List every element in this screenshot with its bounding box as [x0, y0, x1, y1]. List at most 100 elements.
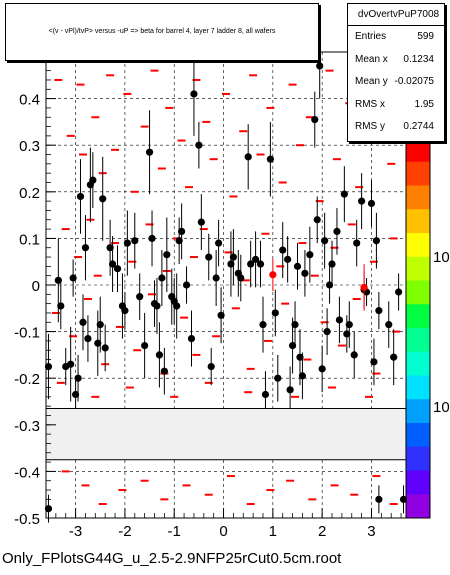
color-scale-cell: [406, 351, 430, 376]
data-marker: [160, 367, 168, 375]
data-marker: [89, 176, 97, 184]
y-tick-label: 0.3: [19, 138, 40, 155]
stats-row-entries: Entries 599: [348, 26, 444, 49]
color-scale-cell: [406, 423, 430, 448]
data-marker: [311, 115, 319, 124]
data-marker: [244, 153, 252, 161]
stats-key: RMS x: [355, 98, 385, 110]
data-marker: [291, 321, 299, 329]
data-marker: [340, 190, 348, 198]
color-scale-cell: [406, 399, 430, 424]
x-tick-label: 3: [367, 523, 375, 540]
color-scale-cell: [406, 304, 430, 329]
excluded-band: [45, 407, 407, 461]
data-marker: [256, 260, 265, 268]
data-marker: [195, 141, 203, 149]
y-tick-label: -0.2: [14, 371, 40, 388]
data-marker: [178, 227, 186, 236]
data-marker: [217, 311, 225, 319]
color-scale-cell: [406, 161, 430, 186]
data-marker: [121, 307, 129, 315]
data-marker: [390, 353, 398, 361]
data-marker: [229, 253, 237, 261]
stats-row-rms-x: RMS x 1.95: [348, 94, 444, 117]
data-marker: [375, 495, 383, 503]
data-marker: [375, 307, 383, 315]
data-marker: [353, 239, 361, 247]
data-marker: [106, 244, 114, 252]
data-marker: [350, 351, 358, 359]
y-tick-label: -0.5: [14, 511, 40, 528]
color-scale-label: 10: [433, 249, 450, 266]
data-marker: [301, 269, 309, 277]
stats-key: Entries: [355, 31, 387, 42]
stats-row-mean-x: Mean x 0.1234: [348, 49, 444, 72]
data-marker: [333, 227, 341, 236]
x-tick-label: 1: [269, 523, 277, 540]
stats-value: 1.95: [414, 98, 434, 110]
data-marker: [84, 334, 92, 343]
data-marker: [227, 260, 235, 268]
y-tick-label: 0: [32, 278, 40, 295]
data-marker: [141, 341, 149, 350]
stats-row-rms-y: RMS y 0.2744: [348, 116, 444, 139]
data-marker: [131, 237, 139, 245]
y-tick-label: 0.1: [19, 231, 40, 248]
data-marker: [343, 330, 351, 338]
data-marker: [251, 255, 260, 263]
data-marker: [298, 372, 307, 380]
data-marker: [345, 321, 353, 329]
data-marker: [67, 360, 75, 368]
data-marker: [136, 293, 144, 301]
data-marker: [318, 365, 326, 373]
color-scale-cell: [406, 209, 430, 234]
color-scale-cell: [406, 256, 430, 281]
color-scale-cell: [406, 280, 430, 305]
data-marker: [261, 390, 270, 399]
data-marker: [271, 309, 279, 317]
data-marker: [123, 239, 131, 247]
data-marker: [101, 344, 109, 352]
data-marker: [57, 302, 65, 310]
data-marker: [323, 328, 331, 336]
stats-value: 0.1234: [403, 53, 434, 65]
data-marker: [237, 274, 245, 282]
data-marker: [296, 353, 304, 361]
stats-box: dvOvertvPuP7008 Entries 599 Mean x 0.123…: [347, 3, 445, 142]
data-marker: [385, 321, 393, 329]
highlight-marker: [269, 271, 277, 279]
data-marker: [274, 374, 282, 382]
data-marker: [247, 260, 255, 268]
plot-title: <(v - vPl)/tvP> versus -uP => beta for b…: [48, 28, 276, 35]
title-box: <(v - vPl)/tvP> versus -uP => beta for b…: [5, 3, 319, 61]
data-marker: [96, 321, 104, 329]
color-scale: [405, 51, 431, 519]
data-marker: [259, 321, 267, 329]
data-marker: [190, 90, 198, 98]
data-marker: [108, 260, 117, 268]
color-scale-cell: [406, 138, 430, 163]
data-marker: [284, 255, 292, 263]
x-tick-label: 2: [318, 523, 326, 540]
data-marker: [173, 302, 181, 310]
data-marker: [286, 386, 294, 394]
data-marker: [44, 362, 53, 371]
data-marker: [94, 339, 102, 347]
data-marker: [197, 218, 205, 226]
color-scale-label: 10: [433, 399, 450, 416]
y-tick-label: -0.4: [14, 464, 40, 481]
y-tick-label: -0.3: [14, 418, 40, 435]
data-marker: [99, 195, 107, 203]
data-marker: [370, 358, 378, 366]
data-marker: [288, 341, 297, 350]
data-marker: [175, 237, 183, 245]
x-tick-label: -1: [168, 523, 181, 540]
color-scale-cell: [406, 446, 430, 471]
stats-key: RMS y: [355, 121, 385, 133]
data-marker: [266, 155, 274, 163]
data-marker: [313, 216, 321, 224]
data-marker: [187, 334, 196, 343]
data-marker: [279, 246, 287, 254]
data-marker: [399, 495, 408, 503]
data-marker: [76, 192, 85, 201]
